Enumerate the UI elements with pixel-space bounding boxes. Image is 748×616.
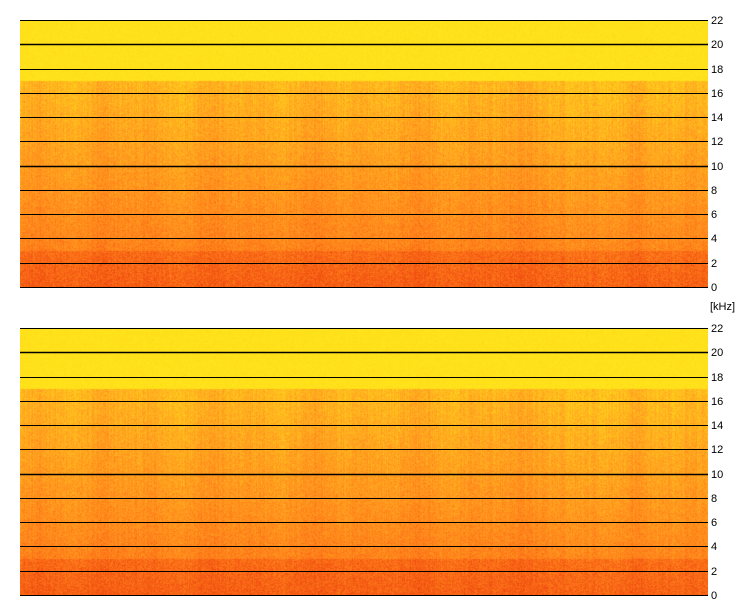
y-tick-label: 6 <box>711 516 718 529</box>
y-tick-label: 16 <box>711 87 724 100</box>
y-tick-label: 14 <box>711 111 724 124</box>
y-tick-label: 18 <box>711 371 724 384</box>
spectrogram-bottom-image <box>20 328 708 596</box>
y-tick-label: 10 <box>711 160 724 173</box>
y-tick-label: 12 <box>711 443 724 456</box>
y-tick-label: 20 <box>711 38 724 51</box>
y-tick-label: 18 <box>711 63 724 76</box>
y-tick-label: 8 <box>711 184 718 197</box>
y-tick-label: 0 <box>711 281 718 294</box>
y-tick-label: 22 <box>711 14 724 27</box>
frequency-unit-label: [kHz] <box>710 301 736 313</box>
y-tick-label: 2 <box>711 257 718 270</box>
y-tick-label: 10 <box>711 468 724 481</box>
y-tick-label: 22 <box>711 322 724 335</box>
spectrogram-top-gridlines <box>20 20 708 288</box>
y-tick-label: 20 <box>711 346 724 359</box>
y-tick-label: 16 <box>711 395 724 408</box>
y-tick-label: 8 <box>711 492 718 505</box>
spectrogram-bottom <box>20 328 708 596</box>
y-tick-label: 12 <box>711 135 724 148</box>
spectrogram-bottom-gridlines <box>20 328 708 596</box>
y-tick-label: 6 <box>711 208 718 221</box>
y-tick-label: 0 <box>711 589 718 602</box>
y-tick-label: 14 <box>711 419 724 432</box>
spectrogram-top-image <box>20 20 708 288</box>
y-tick-label: 4 <box>711 540 718 553</box>
y-tick-label: 2 <box>711 565 718 578</box>
y-tick-label: 4 <box>711 232 718 245</box>
spectrogram-top <box>20 20 708 288</box>
